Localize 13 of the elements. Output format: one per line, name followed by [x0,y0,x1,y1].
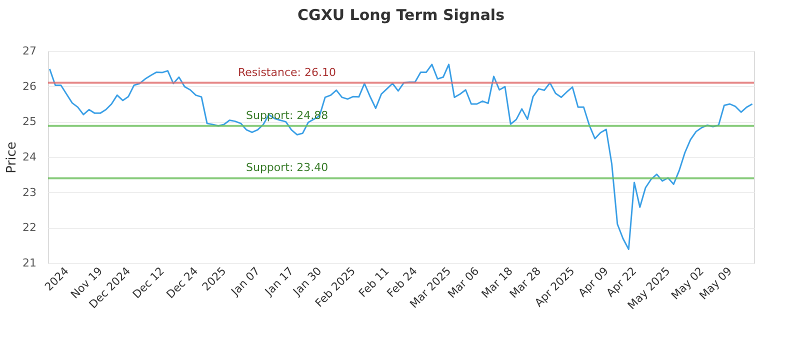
ref-line-label: Support: 23.40 [246,161,328,174]
x-tick-label: Jan 07 [228,264,262,299]
y-tick-label: 22 [22,221,36,234]
chart-title: CGXU Long Term Signals [297,6,505,24]
y-tick-label: 25 [22,115,36,128]
y-tick-label: 21 [22,256,36,270]
y-tick-label: 27 [22,44,36,58]
y-tick-label: 24 [22,150,36,164]
ref-line-label: Resistance: 26.10 [238,66,336,79]
y-tick-label: 26 [22,80,36,93]
line-series [48,64,754,250]
y-axis-title: Price [4,142,20,174]
y-tick-label: 23 [22,186,36,199]
